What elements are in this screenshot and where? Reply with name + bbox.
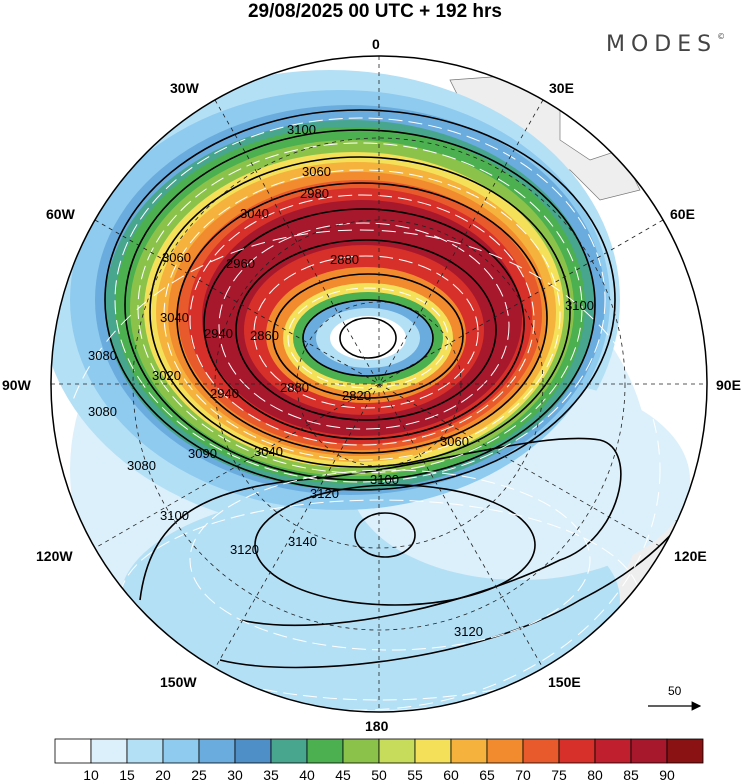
colorbar-swatch — [234, 738, 272, 764]
map-disk — [51, 56, 707, 712]
contour-label: 3080 — [88, 348, 117, 363]
contour-label: 3120 — [454, 624, 483, 639]
colorbar-tick-label: 85 — [623, 767, 639, 782]
lon-label-90w: 90W — [2, 377, 31, 393]
contour-label: 3040 — [160, 310, 189, 325]
contour-label: 2940 — [204, 326, 233, 341]
colorbar-swatch — [270, 738, 308, 764]
contour-label: 2940 — [210, 386, 239, 401]
colorbar-tick-label: 50 — [371, 767, 387, 782]
colorbar-swatch — [522, 738, 560, 764]
lon-label-120e: 120E — [674, 548, 707, 564]
colorbar-tick-label: 10 — [83, 767, 99, 782]
colorbar-tick-label: 90 — [659, 767, 675, 782]
colorbar-swatch — [306, 738, 344, 764]
colorbar-tick-label: 45 — [335, 767, 351, 782]
contour-label: 3100 — [370, 472, 399, 487]
colorbar-tick-label: 55 — [407, 767, 423, 782]
contour-label: 2860 — [250, 328, 279, 343]
lon-label-120w: 120W — [36, 548, 73, 564]
contour-label: 2960 — [226, 256, 255, 271]
colorbar-swatch — [450, 738, 488, 764]
copyright-mark: © — [717, 32, 726, 41]
colorbar-swatch — [558, 738, 596, 764]
contour-label: 3080 — [88, 404, 117, 419]
colorbar-swatch — [342, 738, 380, 764]
contour-label: 3100 — [160, 508, 189, 523]
colorbar-tick-label: 20 — [155, 767, 171, 782]
colorbar-tick-label: 25 — [191, 767, 207, 782]
brand-text: MODES — [606, 32, 718, 57]
colorbar-swatch — [54, 738, 92, 764]
geopotential-contours — [104, 109, 706, 669]
lon-label-150e: 150E — [548, 674, 581, 690]
colorbar-tick-label: 80 — [587, 767, 603, 782]
contour-label: 2820 — [342, 388, 371, 403]
colorbar-swatch — [630, 738, 668, 764]
contour-label: 3060 — [162, 250, 191, 265]
contour-label: 3040 — [240, 206, 269, 221]
contour-label: 3040 — [254, 444, 283, 459]
colorbar-tick-label: 65 — [479, 767, 495, 782]
contour-label: 3120 — [230, 542, 259, 557]
colorbar-swatch — [666, 738, 704, 764]
contour-labels: 3100 3060 3040 2980 3060 2960 2880 3040 … — [88, 122, 594, 639]
colorbar-swatch — [162, 738, 200, 764]
contour-label: 3100 — [287, 122, 316, 137]
colorbar-swatch — [90, 738, 128, 764]
contour-label: 3140 — [288, 534, 317, 549]
colorbar-swatch — [486, 738, 524, 764]
lon-label-60w: 60W — [46, 206, 75, 222]
colorbar-tick-label: 75 — [551, 767, 567, 782]
colorbar-tick-label: 40 — [299, 767, 315, 782]
colorbar-tick-label: 60 — [443, 767, 459, 782]
lon-label-60e: 60E — [670, 206, 695, 222]
contour-label: 3060 — [440, 434, 469, 449]
contour-label: 3090 — [188, 446, 217, 461]
contour-label: 3020 — [152, 368, 181, 383]
contour-label: 3060 — [302, 164, 331, 179]
contour-label: 2980 — [300, 186, 329, 201]
colorbar-swatch — [414, 738, 452, 764]
contour-label: 2880 — [280, 380, 309, 395]
lon-label-30e: 30E — [549, 80, 574, 96]
colorbar: 10 15 20 25 30 35 40 45 50 55 60 65 70 75 80 85 90 — [54, 738, 704, 782]
lon-label-150w: 150W — [160, 674, 197, 690]
brand-logo: MODES© — [606, 32, 725, 57]
colorbar-swatch — [198, 738, 236, 764]
lon-label-30w: 30W — [170, 80, 199, 96]
contour-label: 3080 — [127, 458, 156, 473]
reference-vector-label: 50 — [668, 684, 682, 698]
colorbar-swatch — [378, 738, 416, 764]
contour-label: 3100 — [565, 298, 594, 313]
contour-label: 3120 — [310, 486, 339, 501]
map-boundary — [50, 55, 708, 713]
map-title: 29/08/2025 00 UTC + 192 hrs — [247, 1, 503, 22]
colorbar-tick-label: 30 — [227, 767, 243, 782]
colorbar-swatch — [126, 738, 164, 764]
lon-label-0: 0 — [372, 36, 380, 52]
lon-label-90e: 90E — [716, 377, 741, 393]
colorbar-tick-label: 35 — [263, 767, 279, 782]
colorbar-swatch — [594, 738, 632, 764]
graticule — [51, 56, 707, 712]
contour-label: 2880 — [330, 252, 359, 267]
lon-label-180: 180 — [365, 718, 389, 734]
colorbar-tick-label: 70 — [515, 767, 531, 782]
colorbar-tick-label: 15 — [119, 767, 135, 782]
